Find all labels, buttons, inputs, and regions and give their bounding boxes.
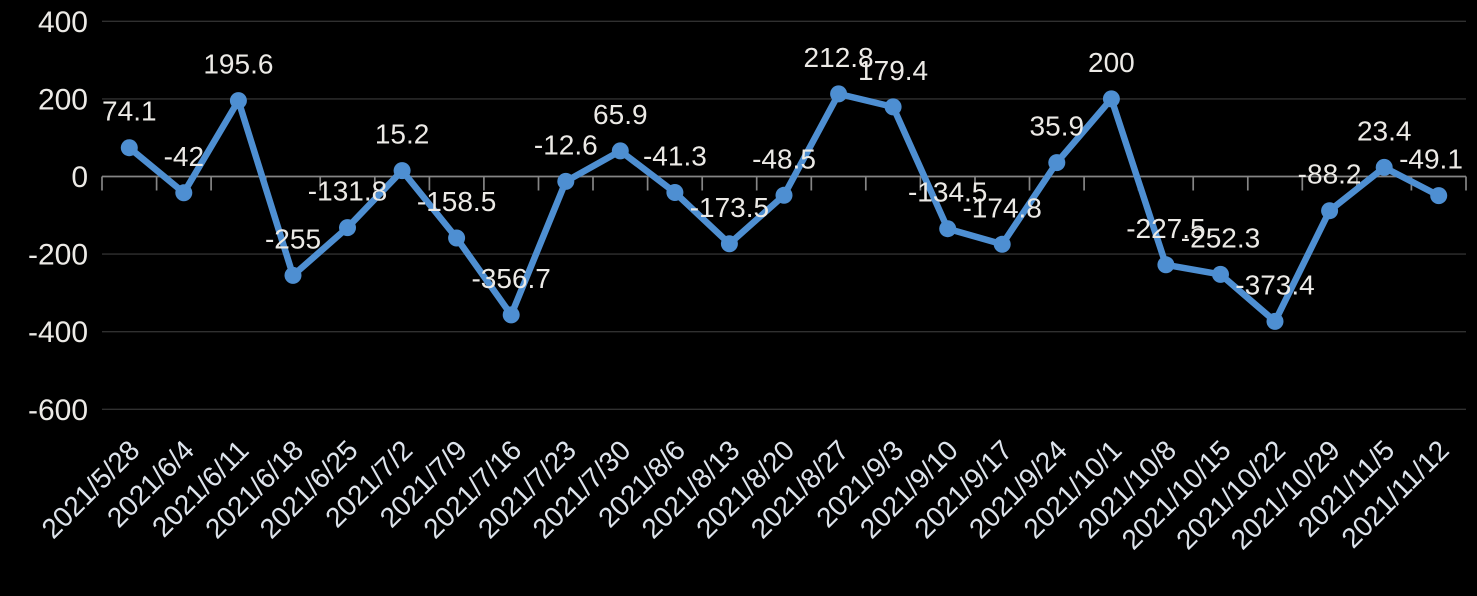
data-point-label: -252.3	[1181, 222, 1260, 253]
y-axis-label: -600	[28, 394, 88, 427]
data-point-marker	[175, 184, 193, 202]
data-point-label: -356.7	[471, 263, 550, 294]
y-axis-labels-group: 400 200 0 -200 -400 -600	[28, 6, 88, 427]
data-point-label: -174.8	[962, 192, 1041, 223]
data-point-marker	[393, 162, 411, 180]
series-group	[120, 85, 1448, 330]
data-point-marker	[229, 92, 247, 110]
y-axis-label: -400	[28, 316, 88, 349]
data-point-marker	[611, 142, 629, 160]
data-point-marker	[284, 266, 302, 284]
data-point-marker	[1102, 90, 1120, 108]
data-point-marker	[993, 235, 1011, 253]
data-point-label: -42	[164, 141, 204, 172]
data-point-marker	[1157, 256, 1175, 274]
data-point-marker	[120, 139, 138, 157]
data-point-label: 15.2	[375, 119, 430, 150]
data-point-label: 23.4	[1357, 115, 1412, 146]
data-point-marker	[1430, 187, 1448, 205]
y-axis-label: 400	[38, 6, 88, 39]
data-point-marker	[502, 306, 520, 324]
data-point-label: 179.4	[858, 55, 928, 86]
data-point-marker	[939, 220, 957, 238]
data-point-label: -131.8	[308, 176, 387, 207]
data-point-label: -255	[265, 223, 321, 254]
data-point-marker	[339, 219, 356, 237]
data-point-marker	[775, 186, 793, 204]
data-point-marker	[1212, 265, 1229, 283]
data-point-label: 74.1	[102, 96, 157, 127]
y-axis-label: -200	[28, 239, 88, 272]
data-point-label: 195.6	[203, 49, 273, 80]
data-point-marker	[448, 229, 466, 247]
data-point-marker	[1375, 158, 1393, 176]
data-point-marker	[1266, 312, 1284, 330]
data-point-label: 35.9	[1030, 111, 1085, 142]
data-point-label: -41.3	[643, 141, 707, 172]
data-point-marker	[830, 85, 848, 103]
data-point-label: -12.6	[534, 129, 598, 160]
y-axis-label: 0	[71, 161, 88, 194]
data-point-label: -373.4	[1235, 269, 1314, 300]
data-point-label: -227.5	[1126, 213, 1205, 244]
data-labels-group: 74.1-42 195.6 -255 -131.8 15.2 -158.5 -356.7 -1…	[102, 42, 1463, 300]
data-point-marker	[1321, 202, 1339, 220]
y-axis-label: 200	[38, 83, 88, 116]
data-point-label: 212.8	[804, 42, 874, 73]
data-point-label: -88.2	[1298, 159, 1362, 190]
data-point-label: -48.5	[752, 143, 816, 174]
data-point-label: 65.9	[593, 99, 648, 130]
data-point-label: -173.5	[690, 192, 769, 223]
data-point-marker	[557, 172, 575, 190]
gridlines-group	[102, 20, 1466, 410]
data-point-marker	[666, 184, 684, 201]
data-point-marker	[720, 235, 738, 253]
data-point-marker	[1048, 154, 1066, 172]
data-point-marker	[884, 98, 902, 116]
data-point-label: -158.5	[417, 186, 496, 217]
data-point-label: -49.1	[1399, 144, 1463, 175]
data-point-label: -134.5	[908, 177, 987, 208]
data-point-label: 200	[1088, 47, 1135, 78]
